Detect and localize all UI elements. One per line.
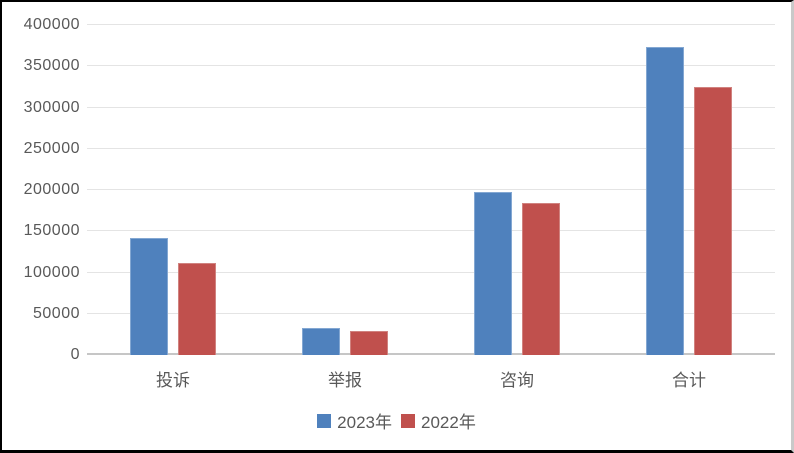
y-tick-label: 100000: [23, 263, 80, 281]
bar-group: [87, 25, 259, 355]
gridline: [87, 189, 775, 190]
gridline: [87, 106, 775, 108]
plot-area: [87, 24, 775, 355]
y-tick-label: 50000: [33, 304, 80, 322]
legend-entry: 2022年: [401, 408, 476, 433]
gridline: [87, 24, 775, 25]
y-tick-label: 300000: [23, 98, 80, 116]
y-tick-label: 250000: [23, 139, 80, 157]
x-category-label: 投诉: [156, 371, 190, 390]
bar-group: [259, 25, 431, 355]
legend-entry: 2023年: [317, 408, 392, 433]
gridline: [87, 271, 775, 273]
bar-2023年: [130, 237, 168, 355]
y-tick-label: 350000: [23, 57, 80, 75]
gridline: [87, 312, 775, 314]
y-tick-label: 0: [70, 346, 80, 363]
legend-swatch-icon: [317, 413, 332, 428]
bar-2022年: [522, 203, 560, 355]
bar-2023年: [302, 327, 340, 355]
legend-label: 2023年: [337, 413, 392, 432]
x-category-label: 咨询: [500, 371, 534, 390]
gridline: [87, 147, 775, 149]
y-tick-label: 200000: [23, 181, 80, 198]
bar-group: [431, 25, 603, 355]
x-category-label: 举报: [328, 371, 362, 390]
gridline: [87, 65, 775, 67]
x-axis: 投诉 举报 咨询 合计: [87, 366, 775, 391]
legend-swatch-icon: [401, 413, 415, 428]
bar-2022年: [350, 331, 388, 355]
bar-2022年: [178, 262, 216, 355]
y-tick-label: 150000: [23, 222, 80, 240]
bar-group: [603, 25, 775, 355]
axis-baseline: [87, 353, 775, 355]
bar-2023年: [646, 47, 684, 355]
bar-2022年: [694, 86, 732, 355]
bar-groups: [87, 25, 775, 355]
y-tick-label: 400000: [23, 16, 80, 33]
bar-2023年: [474, 191, 512, 355]
legend-label: 2022年: [421, 413, 476, 432]
gridline: [87, 230, 775, 232]
x-category-label: 合计: [672, 371, 706, 390]
legend: 2023年 2022年: [2, 408, 791, 433]
